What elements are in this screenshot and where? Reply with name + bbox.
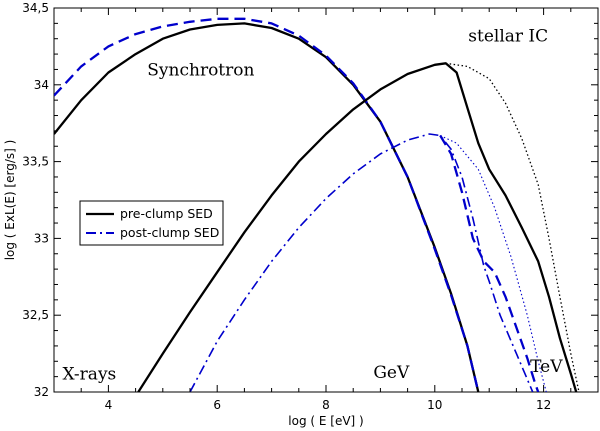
x-tick-label: 10 xyxy=(427,398,442,412)
annotation-x-rays: X-rays xyxy=(62,365,116,385)
x-tick-label: 6 xyxy=(213,398,221,412)
plot-frame xyxy=(53,7,599,393)
legend-box xyxy=(79,200,224,246)
legend: pre-clump SED post-clump SED xyxy=(79,200,224,246)
ticks-layer: 4 6 8 10 12 32 32,5 33 33,5 34 34,5 xyxy=(22,1,599,412)
annotation-stellar-ic: stellar IC xyxy=(468,27,548,47)
y-tick-label: 34 xyxy=(34,78,49,92)
annotation-tev: TeV xyxy=(530,357,563,377)
y-axis-label: log ( ExL(E) [erg/s] ) xyxy=(3,140,17,261)
x-tick-label: 4 xyxy=(105,398,113,412)
series-line-1 xyxy=(54,17,480,392)
y-tick-label: 33,5 xyxy=(22,155,49,169)
series-layer xyxy=(54,17,580,392)
legend-label-post-clump: post-clump SED xyxy=(120,225,219,240)
legend-label-pre-clump: pre-clump SED xyxy=(120,206,213,221)
y-tick-label: 32 xyxy=(34,385,49,399)
x-axis-label: log ( E [eV] ) xyxy=(288,414,363,428)
annotation-gev: GeV xyxy=(373,363,410,383)
x-tick-label: 8 xyxy=(322,398,330,412)
x-tick-label: 12 xyxy=(536,398,551,412)
series-line-4 xyxy=(189,133,534,392)
y-tick-label: 33 xyxy=(34,231,49,245)
series-line-5 xyxy=(439,134,540,392)
y-tick-label: 34,5 xyxy=(22,1,49,15)
y-tick-label: 32,5 xyxy=(22,308,49,322)
annotation-synchrotron: Synchrotron xyxy=(147,60,254,80)
annotations: Synchrotron stellar IC X-rays GeV TeV xyxy=(62,27,563,385)
series-line-2 xyxy=(137,62,578,392)
